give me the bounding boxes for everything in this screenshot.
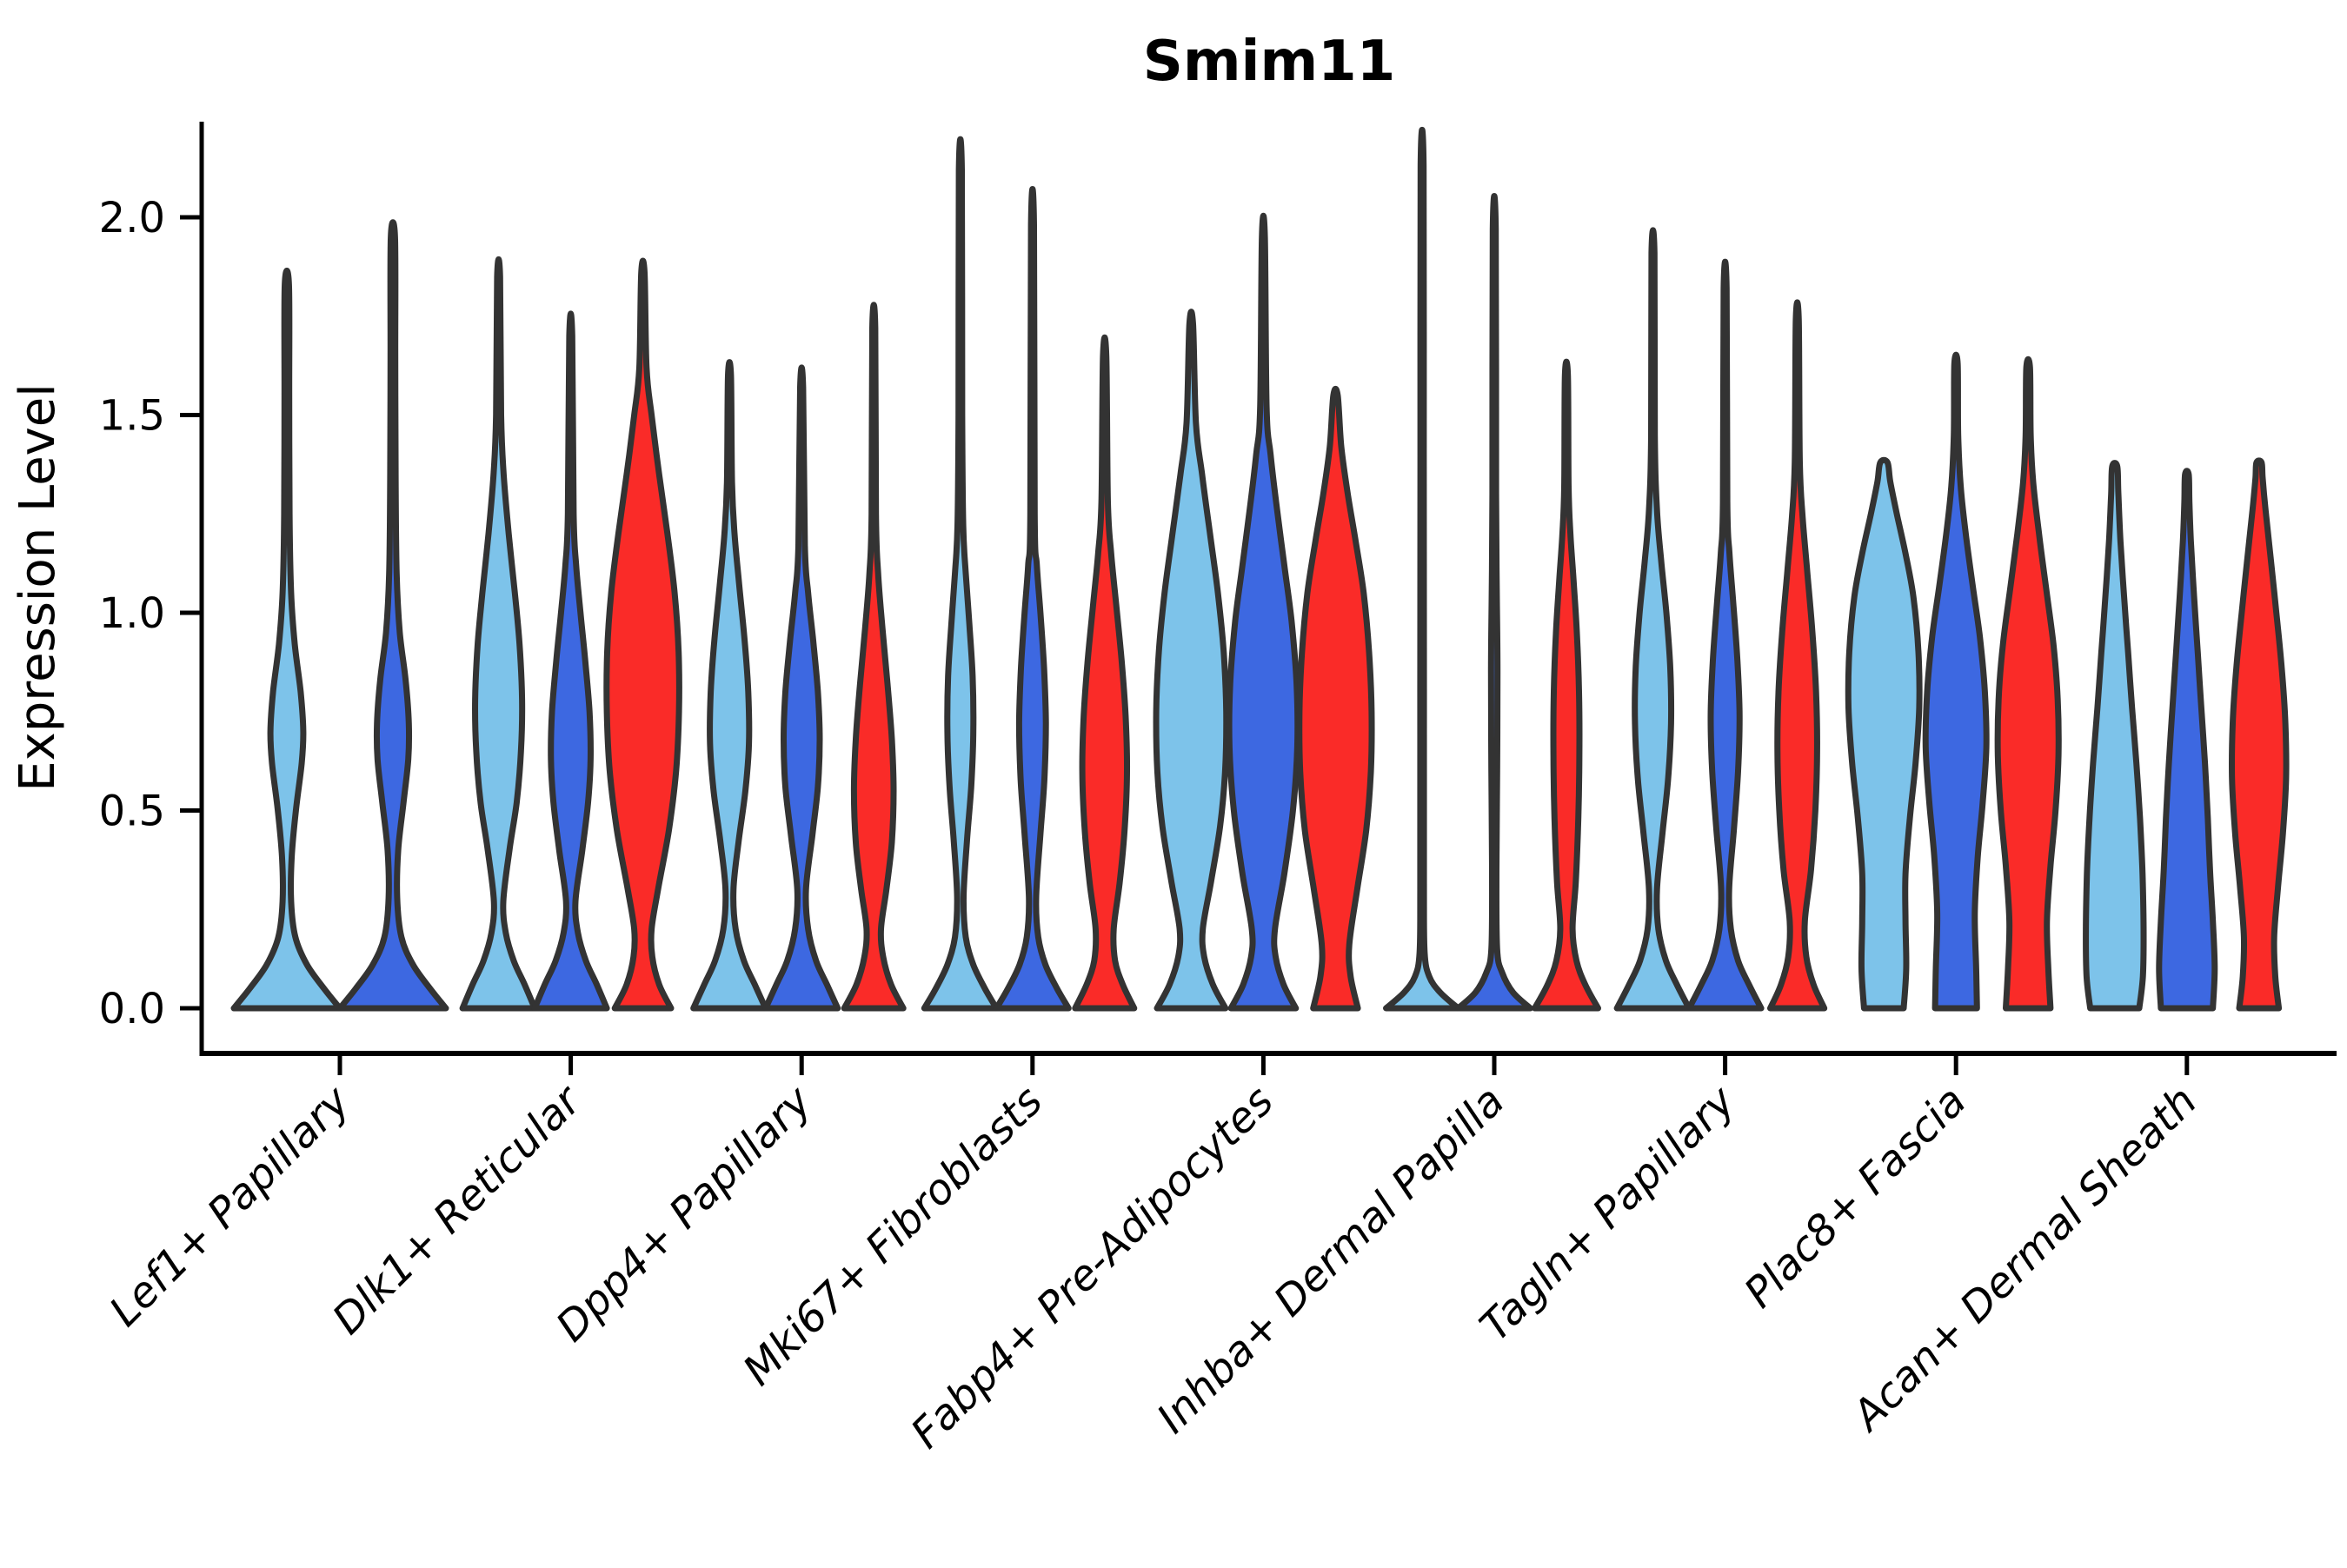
violin-plac8-fascia-light-blue bbox=[1845, 456, 1923, 1012]
violin-inhba-dermal-papilla-light-blue bbox=[1383, 127, 1461, 1012]
y-tick-label-2.0: 2.0 bbox=[99, 194, 165, 243]
violin-tagln-papillary-light-blue bbox=[1613, 227, 1692, 1012]
x-tick-label-fabp4-pre-adipocytes: Fabp4+ Pre-Adipocytes bbox=[901, 1077, 1283, 1458]
y-axis-label: Expression Level bbox=[10, 383, 66, 792]
x-tick-label-plac8-fascia: Plac8+ Fascia bbox=[1735, 1077, 1976, 1318]
violin-acan-dermal-sheath-red bbox=[2229, 457, 2290, 1012]
violin-dlk1-reticular-royal-blue bbox=[531, 310, 610, 1012]
violin-dpp4-papillary-royal-blue bbox=[762, 364, 841, 1012]
x-tick-label-dlk1-reticular: Dlk1+ Reticular bbox=[323, 1075, 593, 1345]
violin-lef1-papillary-royal-blue bbox=[336, 219, 449, 1012]
violin-lef1-papillary-light-blue bbox=[230, 267, 343, 1012]
axes-layer bbox=[199, 122, 2337, 1056]
violin-fabp4-pre-adipocytes-red bbox=[1296, 385, 1375, 1012]
y-tick-label-1.5: 1.5 bbox=[99, 392, 165, 441]
violin-dlk1-reticular-red bbox=[603, 257, 682, 1012]
violin-fabp4-pre-adipocytes-royal-blue bbox=[1226, 213, 1301, 1012]
violin-acan-dermal-sheath-light-blue bbox=[2083, 460, 2147, 1012]
violin-plac8-fascia-red bbox=[1994, 355, 2062, 1012]
violin-inhba-dermal-papilla-red bbox=[1532, 358, 1601, 1012]
violin-mki67-fibroblasts-royal-blue bbox=[993, 186, 1072, 1012]
y-tick-label-0.5: 0.5 bbox=[99, 787, 165, 836]
violin-mki67-fibroblasts-light-blue bbox=[921, 136, 1000, 1012]
violins-layer bbox=[230, 127, 2290, 1012]
violin-dpp4-papillary-red bbox=[841, 302, 907, 1012]
x-tick-label-lef1-papillary: Lef1+ Papillary bbox=[100, 1076, 360, 1336]
violin-dlk1-reticular-light-blue bbox=[459, 256, 538, 1012]
violin-inhba-dermal-papilla-royal-blue bbox=[1455, 193, 1533, 1012]
y-tick-label-0.0: 0.0 bbox=[99, 985, 165, 1033]
x-tick-label-tagln-papillary: Tagln+ Papillary bbox=[1471, 1076, 1745, 1351]
violin-plac8-fascia-royal-blue bbox=[1922, 351, 1990, 1012]
violin-tagln-papillary-red bbox=[1767, 299, 1828, 1012]
chart-title: Smim11 bbox=[1143, 30, 1395, 94]
violin-tagln-papillary-royal-blue bbox=[1685, 258, 1765, 1012]
x-tick-label-dpp4-papillary: Dpp4+ Papillary bbox=[547, 1076, 821, 1351]
violin-acan-dermal-sheath-royal-blue bbox=[2156, 468, 2218, 1012]
y-tick-labels: 0.0 0.5 1.0 1.5 2.0 bbox=[99, 194, 202, 1033]
violin-dpp4-papillary-light-blue bbox=[690, 359, 769, 1012]
violin-fabp4-pre-adipocytes-light-blue bbox=[1153, 309, 1230, 1012]
y-tick-label-1.0: 1.0 bbox=[99, 589, 165, 638]
violin-mki67-fibroblasts-red bbox=[1072, 334, 1138, 1012]
